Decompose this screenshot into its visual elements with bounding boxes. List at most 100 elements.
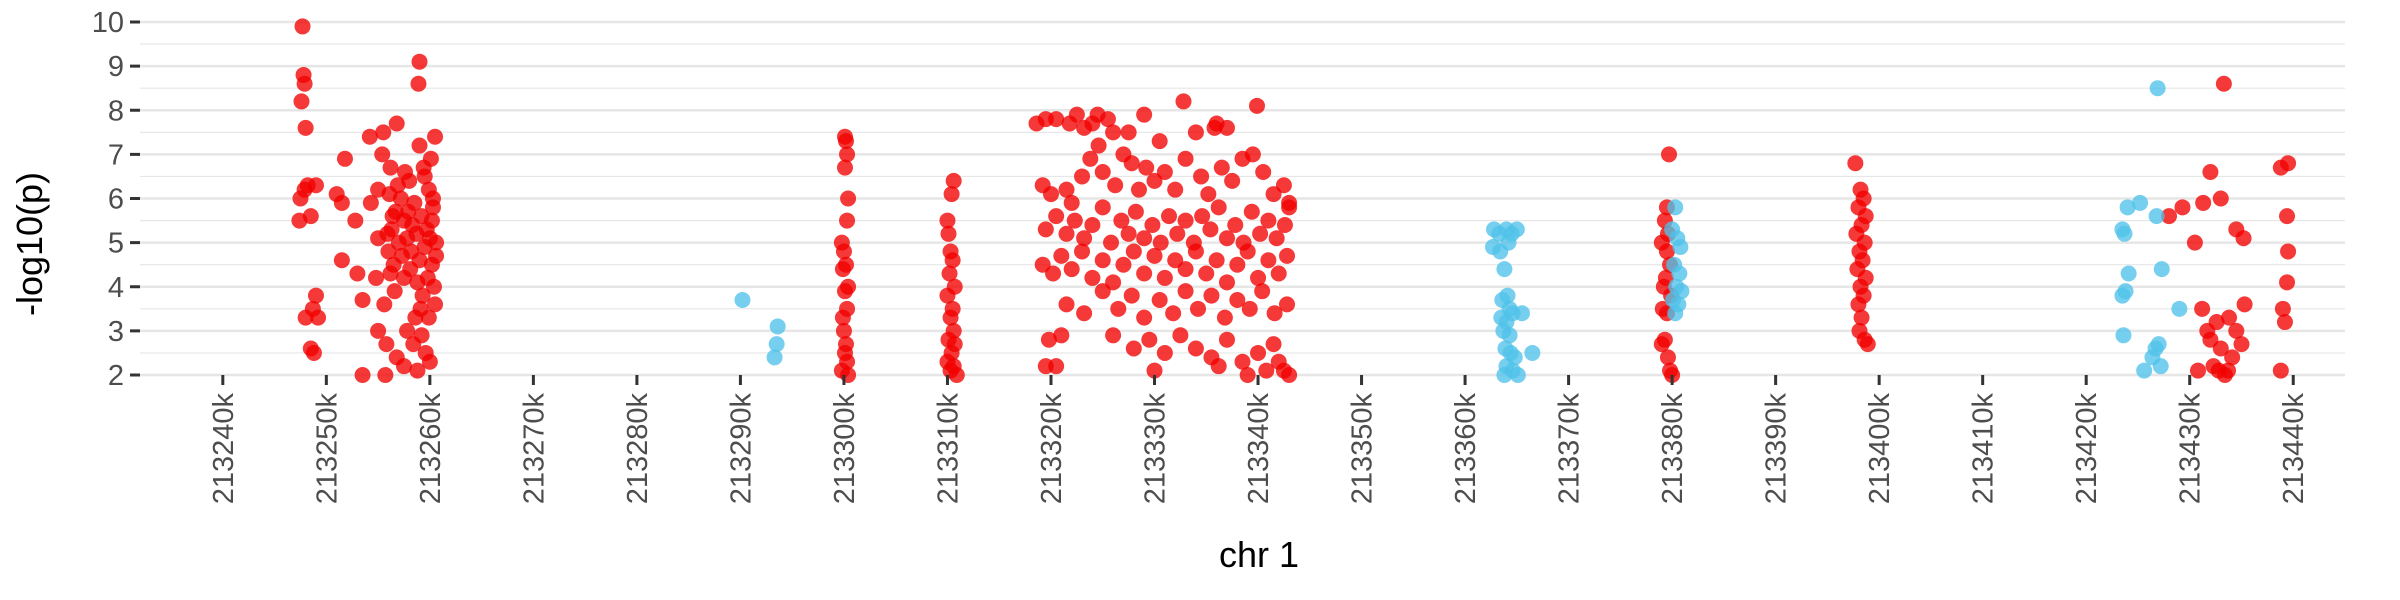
red-data-point [1227,216,1244,233]
red-data-point [1115,256,1132,273]
red-data-point [428,247,445,264]
red-data-point [377,367,394,383]
red-data-point [1194,208,1211,225]
red-data-point [400,203,417,220]
red-data-point [1218,331,1235,348]
blue-data-point [1508,221,1525,238]
red-data-point [1187,243,1204,260]
blue-data-point [768,336,785,353]
red-data-point [412,300,429,317]
x-tick-label: 213420k [2071,393,2103,505]
red-data-point [1177,150,1194,167]
red-data-point [409,274,426,291]
x-tick-label: 213270k [518,393,550,505]
red-data-point [836,159,853,176]
red-data-point [1250,269,1267,286]
x-tick-label: 213280k [622,393,654,505]
red-data-point [1243,203,1260,220]
blue-data-point [1500,234,1517,251]
red-data-point [1258,362,1275,379]
red-data-point [1076,230,1093,247]
red-data-point [1053,247,1070,264]
red-data-point [2272,362,2289,379]
red-data-point [1281,367,1298,383]
x-tick-label: 213380k [1657,393,1689,505]
blue-data-point [2132,194,2149,211]
blue-data-point [1671,265,1688,282]
red-data-point [307,287,324,304]
red-data-point [291,212,308,229]
red-data-point [1281,194,1298,211]
x-tick-label: 213320k [1036,393,1068,505]
red-data-point [1094,252,1111,269]
red-data-point [336,150,353,167]
red-data-point [1187,124,1204,141]
red-data-point [834,261,851,278]
red-data-point [939,287,956,304]
red-data-point [1265,336,1282,353]
axes: 2 3 4 5 6 7 8 9 10 213240k 213250k 213260k 213270k 21… [92,7,2311,504]
red-data-point [1239,243,1256,260]
red-data-point [840,190,857,207]
red-data-point [1084,216,1101,233]
blue-data-point [1514,305,1531,322]
red-data-point [1146,362,1163,379]
red-data-point [414,287,431,304]
red-data-point [1216,309,1233,326]
blue-data-point [734,291,751,308]
red-data-point [1248,97,1265,114]
red-data-point [2279,208,2296,225]
red-data-point [294,18,311,35]
red-data-point [1270,265,1287,282]
red-data-point [1270,353,1287,370]
red-data-point [1279,296,1296,313]
red-data-point [1653,336,1670,353]
red-data-point [305,344,322,361]
blue-data-point [2171,300,2188,317]
red-data-point [1103,234,1120,251]
red-data-point [2280,155,2297,172]
red-data-point [1172,327,1189,344]
y-tick-label: 2 [108,360,124,392]
y-tick-label: 8 [108,95,124,127]
blue-data-point [2152,358,2169,375]
red-data-point [1202,221,1219,238]
red-data-point [2212,340,2229,357]
blue-data-point [1667,305,1684,322]
red-data-point [2190,362,2206,379]
red-data-point [1123,287,1140,304]
x-tick-label: 213410k [1968,393,2000,505]
red-data-point [1074,168,1091,185]
x-tick-label: 213350k [1347,393,1379,505]
red-data-point [1850,296,1867,313]
red-data-point [1218,274,1235,291]
blue-data-point [2120,265,2137,282]
red-data-point [1177,283,1194,300]
y-tick-label: 6 [108,184,124,216]
x-tick-label: 213240k [208,393,240,505]
red-data-point [939,212,956,229]
red-data-point [838,133,855,150]
x-tick-label: 213290k [725,393,757,505]
red-data-point [421,353,438,370]
x-tick-label: 213340k [1243,393,1275,505]
red-data-point [1189,300,1206,317]
red-data-point [1279,247,1296,264]
red-data-point [836,283,853,300]
red-data-point [296,75,313,92]
red-data-point [1066,212,1083,229]
blue-data-point [1665,291,1682,308]
red-data-point [2208,314,2225,331]
red-data-point [1082,150,1099,167]
red-data-point [2195,194,2212,211]
red-data-point [297,119,314,136]
red-data-point [409,362,426,379]
red-data-point [1234,353,1251,370]
blue-data-point [1496,367,1513,383]
red-data-point [1229,291,1246,308]
x-tick-label: 213250k [311,393,343,505]
red-data-point [1110,300,1127,317]
red-data-point [1151,133,1168,150]
red-data-point [2174,199,2191,216]
red-data-point [1094,164,1111,181]
